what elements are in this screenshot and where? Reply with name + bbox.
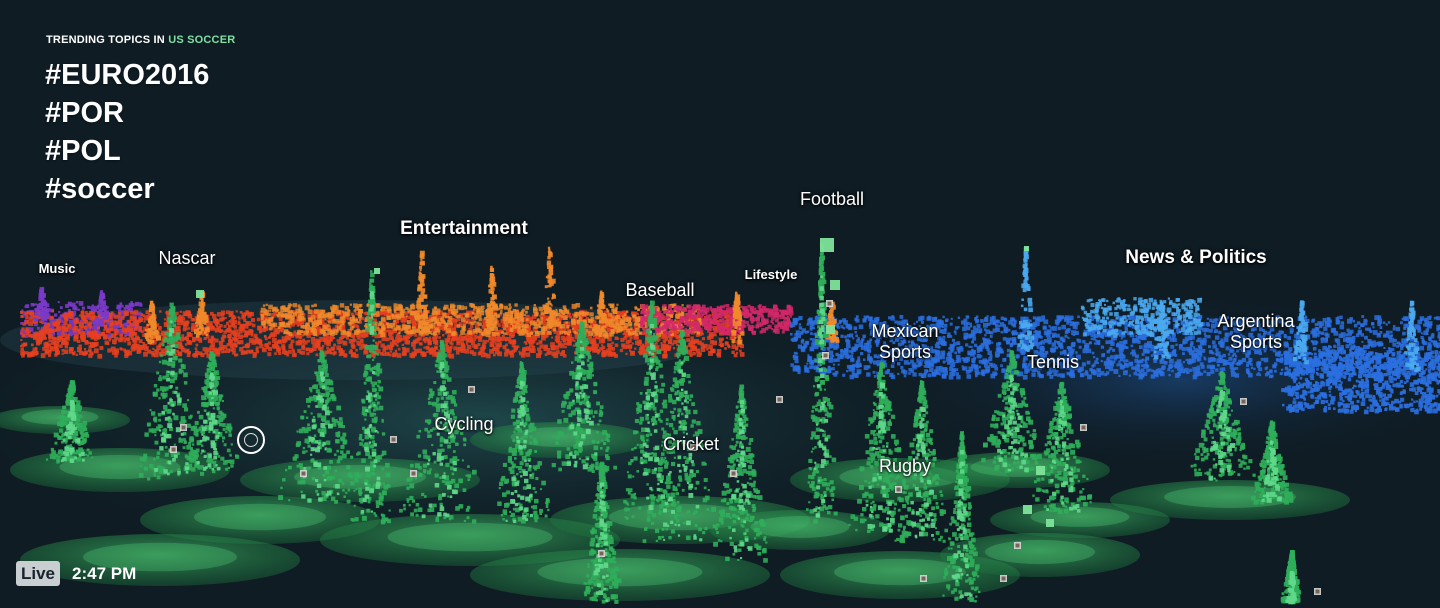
live-status-bar: Live 2:47 PM	[16, 561, 136, 586]
activity-spikes	[34, 242, 1421, 605]
ground-islands	[0, 406, 1350, 601]
tweet-thumbnails	[170, 238, 1321, 595]
live-button[interactable]: Live	[16, 561, 61, 586]
live-time: 2:47 PM	[72, 563, 137, 583]
